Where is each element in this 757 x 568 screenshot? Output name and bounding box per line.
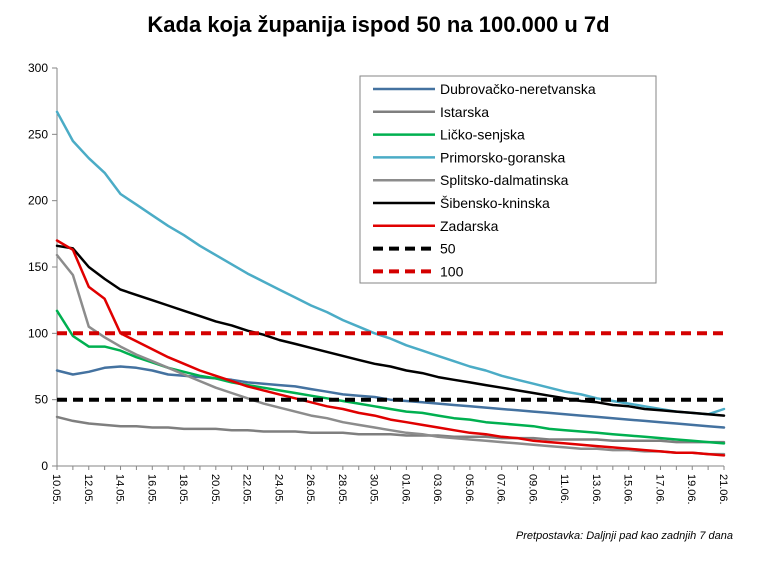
x-tick-label: 07.06. <box>495 474 507 505</box>
series-line-zadarska <box>55 239 726 457</box>
legend-label: Primorsko-goranska <box>440 149 565 165</box>
x-tick-label: 24.05. <box>272 474 284 505</box>
y-tick-label: 100 <box>28 326 48 340</box>
y-tick-label: 0 <box>41 459 48 473</box>
x-tick-label: 20.05. <box>209 474 221 505</box>
legend-label: Šibensko-kninska <box>440 195 550 211</box>
y-tick-label: 50 <box>35 393 49 407</box>
x-tick-label: 01.06. <box>399 474 411 505</box>
chart-title: Kada koja županija ispod 50 na 100.000 u… <box>147 12 610 37</box>
legend-label: Splitsko-dalmatinska <box>440 172 569 188</box>
legend-label: Zadarska <box>440 218 499 234</box>
x-tick-label: 09.06. <box>526 474 538 505</box>
x-tick-label: 15.06. <box>622 474 634 505</box>
x-tick-label: 21.06. <box>717 474 729 505</box>
series-line-dubrovacko-neretvanska <box>55 365 726 429</box>
x-tick-label: 16.05. <box>145 474 157 505</box>
y-tick-label: 250 <box>28 127 48 141</box>
x-tick-label: 18.05. <box>177 474 189 505</box>
series-line-licko-senjska <box>55 309 726 445</box>
x-tick-label: 28.05. <box>336 474 348 505</box>
series-line-istarska <box>55 415 726 444</box>
x-tick-label: 05.06. <box>463 474 475 505</box>
series-line-primorsko-goranska <box>55 110 726 416</box>
x-tick-label: 22.05. <box>241 474 253 505</box>
x-tick-label: 11.06. <box>558 474 570 504</box>
x-tick-label: 17.06. <box>653 474 665 505</box>
legend-label: Dubrovačko-neretvanska <box>440 81 596 97</box>
y-tick-label: 300 <box>28 61 48 75</box>
series-line-splitsko-dalmatinska <box>55 253 726 456</box>
x-tick-label: 26.05. <box>304 474 316 505</box>
x-tick-label: 10.05. <box>50 474 62 505</box>
x-tick-label: 12.05. <box>82 474 94 505</box>
x-tick-label: 14.05. <box>114 474 126 505</box>
series-line-sibensko-kninska <box>55 244 726 417</box>
legend-label: 50 <box>440 241 456 257</box>
legend-label: 100 <box>440 263 464 279</box>
x-tick-label: 03.06. <box>431 474 443 505</box>
chart-annotation: Pretpostavka: Daljnji pad kao zadnjih 7 … <box>515 530 733 542</box>
x-tick-label: 13.06. <box>590 474 602 505</box>
y-tick-label: 150 <box>28 260 48 274</box>
legend-label: Ličko-senjska <box>440 127 525 143</box>
y-tick-label: 200 <box>28 194 48 208</box>
x-tick-label: 19.06. <box>685 474 697 505</box>
legend-label: Istarska <box>440 104 489 120</box>
x-tick-label: 30.05. <box>368 474 380 505</box>
